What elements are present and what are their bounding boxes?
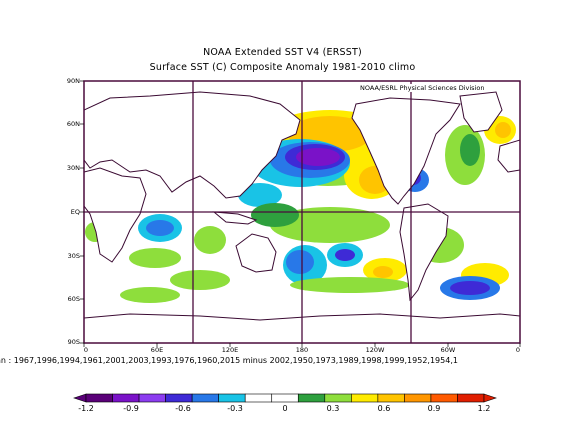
lat-label: 90S — [67, 338, 80, 346]
colorbar-tick-label: -0.9 — [123, 404, 139, 413]
lon-label: 60E — [150, 346, 164, 354]
colorbar-swatch — [165, 393, 193, 403]
north-america-outline — [351, 97, 461, 205]
south-america-outline — [399, 203, 449, 302]
anomaly-patch — [170, 270, 230, 290]
lon-label: 0 — [515, 346, 521, 354]
anomaly-patch — [286, 250, 314, 274]
lat-label: EQ — [70, 208, 80, 216]
chart-title: NOAA Extended SST V4 (ERSST) — [203, 47, 362, 58]
anomaly-patch — [495, 122, 511, 138]
lat-label: 30S — [67, 252, 80, 260]
lat-label: 60N — [66, 120, 80, 128]
colorbar-swatch — [297, 393, 326, 403]
colorbar-tick-label: -0.3 — [227, 404, 243, 413]
eurasia-outline — [84, 91, 301, 199]
colorbar — [73, 393, 497, 403]
composite-years-description: an : 1967,1996,1994,1961,2001,2003,1993,… — [0, 356, 458, 365]
colorbar-swatch — [112, 393, 140, 403]
anomaly-patch — [146, 220, 174, 236]
chart-subtitle: Surface SST (C) Composite Anomaly 1981-2… — [149, 62, 416, 73]
colorbar-swatch — [377, 393, 405, 403]
anomaly-patch — [120, 287, 180, 303]
lon-label: 180 — [295, 346, 309, 354]
europe-outline — [497, 139, 520, 173]
anomaly-patch — [251, 203, 299, 227]
lat-label: 90N — [66, 77, 80, 85]
indonesia-outline — [212, 211, 258, 225]
anomaly-patch — [270, 207, 390, 243]
colorbar-tick-label: -1.2 — [78, 404, 94, 413]
lon-label: 60W — [440, 346, 456, 354]
lon-label: 120E — [221, 346, 239, 354]
colorbar-tick-label: -0.6 — [175, 404, 191, 413]
anomaly-patch — [296, 148, 340, 166]
colorbar-swatch — [218, 393, 246, 403]
colorbar-tick-label: 0 — [282, 404, 288, 413]
colorbar-swatch — [430, 393, 458, 403]
colorbar-low-arrow — [73, 393, 87, 403]
graticule — [84, 81, 520, 343]
anomaly-patch — [335, 249, 355, 261]
colorbar-swatch — [191, 393, 219, 403]
lon-label: 0 — [83, 346, 89, 354]
colorbar-swatch — [271, 393, 299, 403]
lon-label: 120W — [365, 346, 385, 354]
colorbar-tick-label: 0.6 — [377, 404, 391, 413]
colorbar-tick-label: 0.3 — [326, 404, 340, 413]
colorbar-swatch — [404, 393, 432, 403]
axis-ticks — [80, 80, 521, 347]
colorbar-high-arrow — [483, 393, 497, 403]
colorbar-swatch — [324, 393, 352, 403]
colorbar-swatch — [457, 393, 485, 403]
anomaly-patch — [373, 266, 393, 278]
anomaly-patch — [290, 277, 410, 293]
africa-outline — [84, 167, 147, 263]
lat-label: 60S — [67, 295, 80, 303]
anomaly-patch — [450, 281, 490, 295]
colorbar-swatch — [138, 393, 166, 403]
colorbar-tick-label: 1.2 — [477, 404, 491, 413]
lat-label: 30N — [66, 164, 80, 172]
australia-outline — [235, 233, 277, 273]
anomaly-patch — [194, 226, 226, 254]
anomaly-patch — [238, 183, 282, 207]
anomaly-patch — [460, 134, 480, 166]
colorbar-swatch — [351, 393, 379, 403]
colorbar-swatch — [244, 393, 273, 403]
colorbar-swatch — [85, 393, 113, 403]
credit-label: NOAA/ESRL Physical Sciences Division — [358, 84, 487, 92]
colorbar-tick-label: 0.9 — [427, 404, 441, 413]
anomaly-patch — [129, 248, 181, 268]
greenland-outline — [459, 91, 503, 133]
